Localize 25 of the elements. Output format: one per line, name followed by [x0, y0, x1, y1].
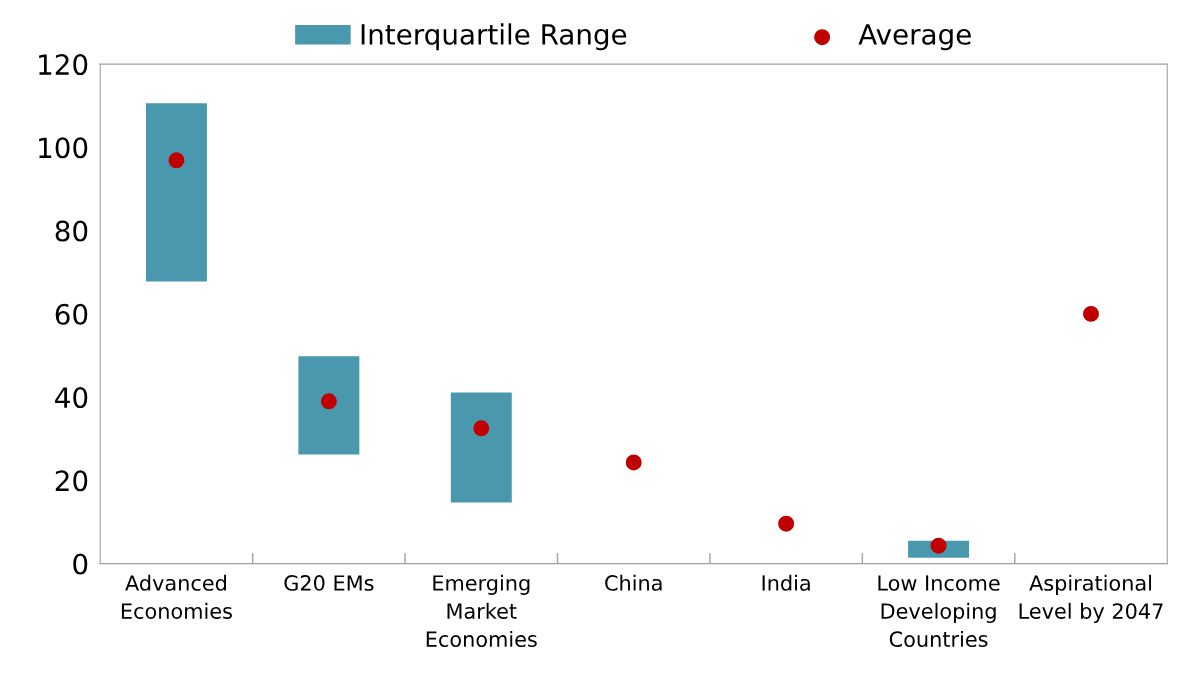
- legend-label: Interquartile Range: [361, 23, 627, 51]
- point: [625, 454, 642, 471]
- point: [1083, 305, 1099, 322]
- y-tick-label: 100: [39, 137, 88, 159]
- point: [168, 152, 185, 169]
- x-tick-label: India: [762, 574, 810, 591]
- y-tick-label: 120: [39, 54, 88, 76]
- x-tick-label: Advanced Economies: [121, 574, 232, 619]
- x-tick-label: Aspirational Level by 2047: [1019, 574, 1163, 623]
- x-tick-label: China: [605, 574, 662, 591]
- y-tick-label: 60: [55, 303, 88, 325]
- bar: [450, 392, 512, 503]
- y-tick-label: 80: [55, 220, 88, 242]
- y-tick-label: 40: [55, 387, 88, 409]
- point: [473, 420, 490, 437]
- legend-label: Average: [858, 24, 971, 51]
- y-tick-label: 20: [55, 470, 88, 492]
- y-tick-label: 0: [73, 553, 88, 575]
- x-tick-label: Emerging Market Economies: [426, 574, 537, 648]
- point: [320, 393, 337, 410]
- point: [778, 515, 795, 532]
- x-tick-label: Low Income Developing Countries: [878, 575, 1000, 648]
- bar: [145, 103, 207, 282]
- x-tick-label: G20 EMs: [284, 575, 374, 591]
- bar: [298, 356, 360, 455]
